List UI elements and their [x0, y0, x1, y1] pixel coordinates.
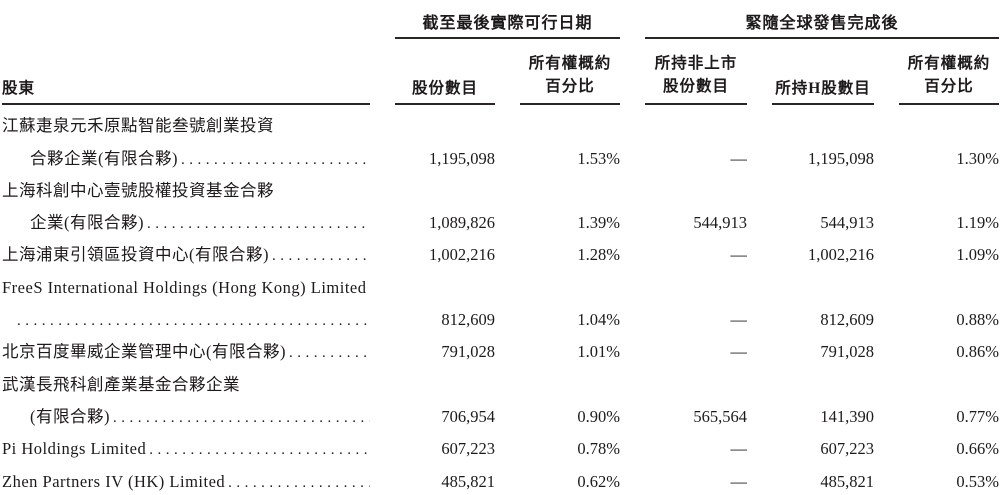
col-header-nonlisted-shares: 所持非上市 股份數目 — [645, 39, 747, 105]
cell-pct-current: 1.53% — [577, 148, 620, 168]
table-row: 北京百度畢威企業管理中心(有限合夥) .....................… — [2, 334, 1000, 366]
cell-pct-after: 0.88% — [956, 310, 999, 330]
cell-h-shares: 1,002,216 — [808, 245, 874, 265]
table-row: Pi Holdings Limited ....................… — [2, 431, 1000, 463]
shareholder-name: FreeS International Holdings (Hong Kong)… — [2, 277, 367, 297]
cell-h-shares: 544,913 — [820, 213, 874, 233]
cell-pct-current: 1.39% — [577, 213, 620, 233]
cell-h-shares: 812,609 — [820, 310, 874, 330]
shareholder-name: 北京百度畢威企業管理中心(有限合夥) .....................… — [2, 334, 370, 366]
col-header-shares-current: 股份數目 — [395, 39, 495, 105]
shareholder-name: 江蘇疌泉元禾原點智能叁號創業投資 — [2, 116, 274, 136]
cell-shares-current: 1,195,098 — [429, 148, 495, 168]
cell-pct-current: 1.28% — [577, 245, 620, 265]
shareholder-name: Zhen Partners IV (HK) Limited ..........… — [2, 471, 370, 491]
cell-nonlisted-shares: — — [730, 342, 748, 362]
cell-shares-current: 791,028 — [441, 342, 495, 362]
cell-pct-current: 1.04% — [577, 310, 620, 330]
cell-nonlisted-shares: — — [730, 471, 748, 491]
shareholder-name: 上海浦東引領區投資中心(有限合夥) ......................… — [2, 237, 370, 269]
cell-pct-after: 0.77% — [956, 406, 999, 426]
dot-leader: ........................................… — [272, 248, 370, 265]
shareholder-name: 武漢長飛科創產業基金合夥企業 — [2, 374, 240, 394]
cell-nonlisted-shares: — — [730, 148, 748, 168]
cell-pct-after: 0.86% — [956, 342, 999, 362]
shareholder-name-continuation: 合夥企業(有限合夥) .............................… — [30, 148, 370, 168]
table-body: 江蘇疌泉元禾原點智能叁號創業投資 合夥企業(有限合夥) ............… — [2, 108, 1000, 495]
shareholder-name-continuation: ........................................… — [2, 302, 370, 334]
cell-h-shares: 141,390 — [820, 406, 874, 426]
col-header-ownership-pct-after: 所有權概約 百分比 — [899, 39, 999, 105]
cell-pct-current: 0.90% — [577, 406, 620, 426]
dot-leader: ........................................… — [149, 442, 370, 459]
cell-shares-current: 485,821 — [441, 471, 495, 491]
cell-nonlisted-shares: 544,913 — [693, 213, 747, 233]
cell-h-shares: 1,195,098 — [808, 148, 874, 168]
dot-leader: ........................................… — [113, 409, 370, 426]
cell-h-shares: 485,821 — [820, 471, 874, 491]
shareholder-name: Pi Holdings Limited ....................… — [2, 431, 370, 463]
cell-pct-after: 1.19% — [956, 213, 999, 233]
cell-nonlisted-shares: — — [730, 439, 748, 459]
group-header-latest-practicable-date: 截至最後實際可行日期 — [395, 6, 620, 39]
table-group-header-row: 截至最後實際可行日期 緊隨全球發售完成後 — [2, 6, 1000, 39]
table-row: 上海科創中心壹號股權投資基金合夥 企業(有限合夥) ..............… — [2, 173, 1000, 238]
dot-leader: ........................................… — [17, 313, 370, 330]
cell-pct-current: 1.01% — [577, 342, 620, 362]
cell-pct-after: 0.53% — [956, 471, 999, 491]
cell-nonlisted-shares: 565,564 — [693, 406, 747, 426]
cell-shares-current: 706,954 — [441, 406, 495, 426]
shareholder-name-continuation: (有限合夥) .................................… — [30, 406, 370, 426]
cell-pct-current: 0.62% — [577, 471, 620, 491]
group-header-spacer — [2, 6, 370, 39]
cell-shares-current: 1,002,216 — [429, 245, 495, 265]
table-row: FreeS International Holdings (Hong Kong)… — [2, 269, 1000, 334]
shareholder-name: 上海科創中心壹號股權投資基金合夥 — [2, 180, 274, 200]
cell-h-shares: 607,223 — [820, 439, 874, 459]
col-header-shareholder: 股東 — [2, 39, 370, 105]
cell-shares-current: 607,223 — [441, 439, 495, 459]
cell-nonlisted-shares: — — [730, 310, 748, 330]
dot-leader: ........................................… — [289, 345, 370, 362]
table-row: 武漢長飛科創產業基金合夥企業 (有限合夥) ..................… — [2, 366, 1000, 431]
table-row: 上海浦東引領區投資中心(有限合夥) ......................… — [2, 237, 1000, 269]
dot-leader: ........................................… — [181, 151, 370, 168]
table-column-header-row: 股東 股份數目 所有權概約 百分比 所持非上市 股份數目 所持H股數目 所有權概… — [2, 39, 1000, 105]
cell-nonlisted-shares: — — [730, 245, 748, 265]
table-row: Zhen Partners IV (HK) Limited ..........… — [2, 463, 1000, 495]
dot-leader: ........................................… — [228, 474, 370, 491]
shareholder-name-continuation: 企業(有限合夥) ...............................… — [30, 213, 370, 233]
cell-shares-current: 1,089,826 — [429, 213, 495, 233]
cell-h-shares: 791,028 — [820, 342, 874, 362]
group-header-post-global-offering: 緊隨全球發售完成後 — [645, 6, 999, 39]
cell-pct-after: 0.66% — [956, 439, 999, 459]
cell-shares-current: 812,609 — [441, 310, 495, 330]
col-header-ownership-pct-current: 所有權概約 百分比 — [520, 39, 620, 105]
dot-leader: ........................................… — [147, 216, 370, 233]
table-row: 江蘇疌泉元禾原點智能叁號創業投資 合夥企業(有限合夥) ............… — [2, 108, 1000, 173]
cell-pct-after: 1.09% — [956, 245, 999, 265]
cell-pct-after: 1.30% — [956, 148, 999, 168]
col-header-h-shares: 所持H股數目 — [772, 39, 874, 105]
cell-pct-current: 0.78% — [577, 439, 620, 459]
